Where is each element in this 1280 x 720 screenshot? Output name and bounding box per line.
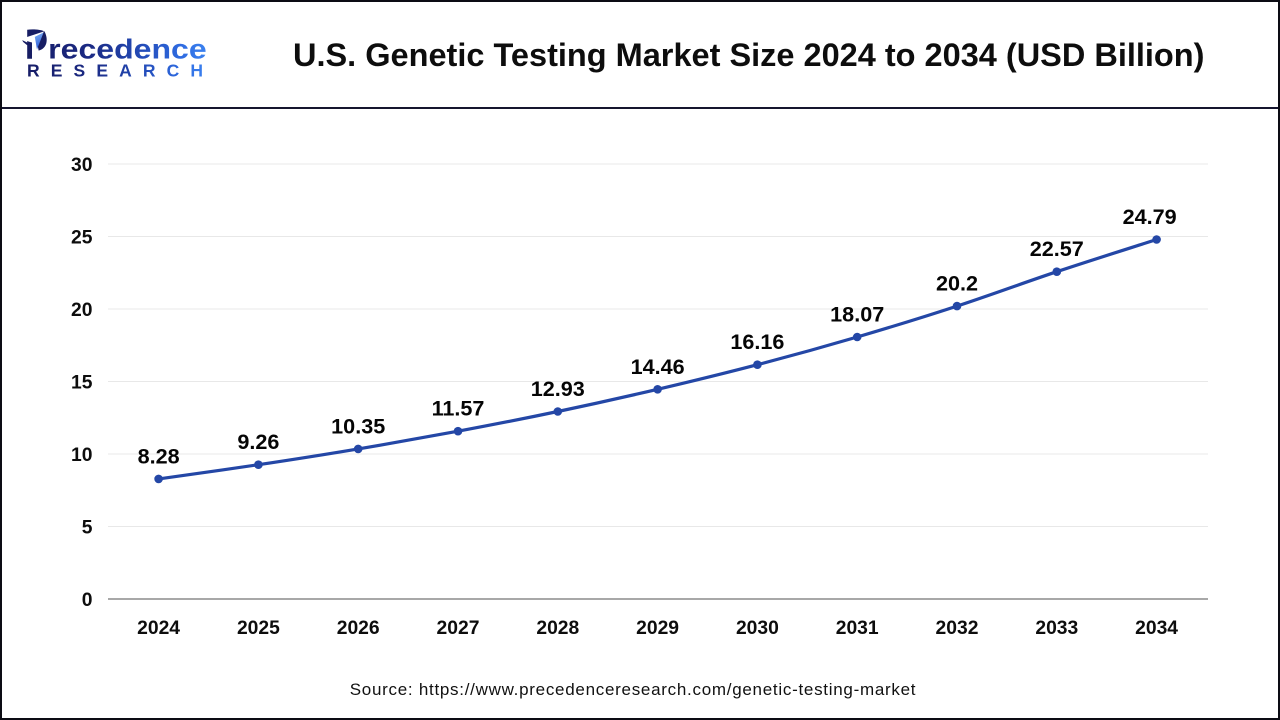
- svg-text:2032: 2032: [936, 618, 979, 639]
- svg-text:20: 20: [71, 300, 92, 321]
- svg-text:5: 5: [82, 517, 93, 538]
- svg-text:14.46: 14.46: [631, 354, 685, 379]
- svg-text:2030: 2030: [736, 618, 779, 639]
- svg-text:10: 10: [71, 445, 92, 466]
- svg-text:25: 25: [71, 227, 93, 248]
- svg-text:16.16: 16.16: [730, 329, 784, 354]
- svg-text:8.28: 8.28: [138, 443, 180, 468]
- svg-text:24.79: 24.79: [1123, 204, 1177, 229]
- svg-text:18.07: 18.07: [830, 302, 884, 327]
- svg-text:2025: 2025: [237, 618, 280, 639]
- svg-text:22.57: 22.57: [1030, 236, 1084, 261]
- svg-text:2026: 2026: [337, 618, 380, 639]
- svg-text:11.57: 11.57: [432, 396, 485, 421]
- svg-text:2024: 2024: [137, 618, 180, 639]
- svg-text:2027: 2027: [437, 618, 480, 639]
- svg-text:2031: 2031: [836, 618, 879, 639]
- svg-text:9.26: 9.26: [237, 429, 279, 454]
- svg-text:12.93: 12.93: [531, 376, 585, 401]
- svg-text:30: 30: [71, 155, 92, 176]
- svg-text:10.35: 10.35: [331, 413, 385, 438]
- svg-text:2033: 2033: [1035, 618, 1078, 639]
- svg-text:15: 15: [71, 372, 93, 393]
- svg-text:20.2: 20.2: [936, 271, 978, 296]
- svg-text:2034: 2034: [1135, 618, 1178, 639]
- svg-text:0: 0: [82, 590, 93, 611]
- svg-text:2029: 2029: [636, 618, 679, 639]
- svg-text:2028: 2028: [536, 618, 579, 639]
- svg-text:recedence: recedence: [48, 34, 207, 65]
